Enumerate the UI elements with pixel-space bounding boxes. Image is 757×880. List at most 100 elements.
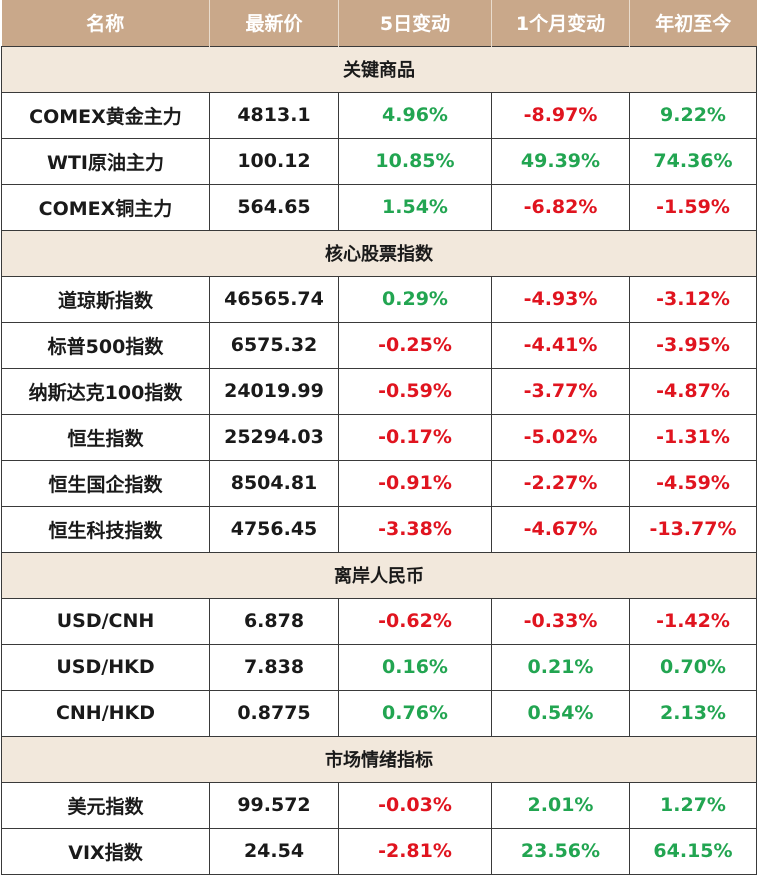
row-ytd: -1.42%	[629, 597, 757, 645]
row-1month-change: -8.97%	[491, 91, 630, 139]
row-name: COMEX铜主力	[1, 183, 210, 231]
row-1month-change: 0.54%	[491, 689, 630, 737]
table-row: 恒生国企指数 8504.81 -0.91% -2.27% -4.59%	[1, 459, 757, 507]
row-ytd: 2.13%	[629, 689, 757, 737]
row-5day-change: -0.03%	[338, 781, 492, 829]
row-price: 99.572	[209, 781, 339, 829]
section-title: 离岸人民币	[1, 551, 757, 599]
row-1month-change: -4.93%	[491, 275, 630, 323]
row-name: 恒生国企指数	[1, 459, 210, 507]
row-5day-change: 10.85%	[338, 137, 492, 185]
row-price: 100.12	[209, 137, 339, 185]
row-name: 纳斯达克100指数	[1, 367, 210, 415]
row-1month-change: -0.33%	[491, 597, 630, 645]
row-ytd: 64.15%	[629, 827, 757, 875]
row-name: COMEX黄金主力	[1, 91, 210, 139]
header-price: 最新价	[209, 0, 339, 46]
table-row: 标普500指数 6575.32 -0.25% -4.41% -3.95%	[1, 321, 757, 369]
row-ytd: -1.59%	[629, 183, 757, 231]
row-name: VIX指数	[1, 827, 210, 875]
row-price: 4756.45	[209, 505, 339, 553]
row-1month-change: -4.67%	[491, 505, 630, 553]
table-row: 恒生指数 25294.03 -0.17% -5.02% -1.31%	[1, 413, 757, 461]
section-title: 关键商品	[1, 45, 757, 93]
table-row: CNH/HKD 0.8775 0.76% 0.54% 2.13%	[1, 689, 757, 737]
row-ytd: -3.95%	[629, 321, 757, 369]
row-ytd: -3.12%	[629, 275, 757, 323]
table-row: 恒生科技指数 4756.45 -3.38% -4.67% -13.77%	[1, 505, 757, 553]
section-header-row: 离岸人民币	[1, 551, 757, 599]
table-header-row: 名称 最新价 5日变动 1个月变动 年初至今	[1, 0, 757, 46]
header-1month-change: 1个月变动	[491, 0, 630, 46]
row-1month-change: -3.77%	[491, 367, 630, 415]
row-price: 46565.74	[209, 275, 339, 323]
table-row: COMEX铜主力 564.65 1.54% -6.82% -1.59%	[1, 183, 757, 231]
row-5day-change: -2.81%	[338, 827, 492, 875]
row-1month-change: 2.01%	[491, 781, 630, 829]
row-ytd: -1.31%	[629, 413, 757, 461]
header-name: 名称	[1, 0, 210, 46]
row-price: 564.65	[209, 183, 339, 231]
table-body: 关键商品 COMEX黄金主力 4813.1 4.96% -8.97% 9.22% WTI原油…	[1, 45, 757, 875]
row-ytd: 9.22%	[629, 91, 757, 139]
header-ytd: 年初至今	[629, 0, 757, 46]
row-5day-change: -3.38%	[338, 505, 492, 553]
row-1month-change: -5.02%	[491, 413, 630, 461]
header-5day-change: 5日变动	[338, 0, 492, 46]
row-price: 6575.32	[209, 321, 339, 369]
row-name: 道琼斯指数	[1, 275, 210, 323]
row-1month-change: 49.39%	[491, 137, 630, 185]
row-name: 恒生指数	[1, 413, 210, 461]
row-5day-change: -0.59%	[338, 367, 492, 415]
row-5day-change: 1.54%	[338, 183, 492, 231]
table-row: VIX指数 24.54 -2.81% 23.56% 64.15%	[1, 827, 757, 875]
row-1month-change: -4.41%	[491, 321, 630, 369]
row-price: 4813.1	[209, 91, 339, 139]
row-ytd: 74.36%	[629, 137, 757, 185]
row-1month-change: 23.56%	[491, 827, 630, 875]
row-name: USD/HKD	[1, 643, 210, 691]
row-5day-change: -0.62%	[338, 597, 492, 645]
row-5day-change: 0.29%	[338, 275, 492, 323]
row-name: USD/CNH	[1, 597, 210, 645]
section-header-row: 市场情绪指标	[1, 735, 757, 783]
row-name: 美元指数	[1, 781, 210, 829]
row-name: WTI原油主力	[1, 137, 210, 185]
row-name: CNH/HKD	[1, 689, 210, 737]
section-header-row: 关键商品	[1, 45, 757, 93]
row-ytd: -13.77%	[629, 505, 757, 553]
section-title: 市场情绪指标	[1, 735, 757, 783]
row-5day-change: 0.16%	[338, 643, 492, 691]
row-1month-change: -2.27%	[491, 459, 630, 507]
table-row: WTI原油主力 100.12 10.85% 49.39% 74.36%	[1, 137, 757, 185]
row-price: 24.54	[209, 827, 339, 875]
row-1month-change: -6.82%	[491, 183, 630, 231]
table-row: USD/CNH 6.878 -0.62% -0.33% -1.42%	[1, 597, 757, 645]
row-ytd: 0.70%	[629, 643, 757, 691]
row-price: 7.838	[209, 643, 339, 691]
row-name: 标普500指数	[1, 321, 210, 369]
row-ytd: -4.87%	[629, 367, 757, 415]
row-name: 恒生科技指数	[1, 505, 210, 553]
table-row: 纳斯达克100指数 24019.99 -0.59% -3.77% -4.87%	[1, 367, 757, 415]
row-5day-change: -0.25%	[338, 321, 492, 369]
section-header-row: 核心股票指数	[1, 229, 757, 277]
table-row: COMEX黄金主力 4813.1 4.96% -8.97% 9.22%	[1, 91, 757, 139]
section-title: 核心股票指数	[1, 229, 757, 277]
row-5day-change: 4.96%	[338, 91, 492, 139]
row-1month-change: 0.21%	[491, 643, 630, 691]
row-5day-change: -0.91%	[338, 459, 492, 507]
row-price: 6.878	[209, 597, 339, 645]
row-price: 25294.03	[209, 413, 339, 461]
row-5day-change: -0.17%	[338, 413, 492, 461]
row-price: 0.8775	[209, 689, 339, 737]
row-5day-change: 0.76%	[338, 689, 492, 737]
row-ytd: -4.59%	[629, 459, 757, 507]
row-ytd: 1.27%	[629, 781, 757, 829]
table-row: 美元指数 99.572 -0.03% 2.01% 1.27%	[1, 781, 757, 829]
table-row: USD/HKD 7.838 0.16% 0.21% 0.70%	[1, 643, 757, 691]
row-price: 24019.99	[209, 367, 339, 415]
table-row: 道琼斯指数 46565.74 0.29% -4.93% -3.12%	[1, 275, 757, 323]
row-price: 8504.81	[209, 459, 339, 507]
